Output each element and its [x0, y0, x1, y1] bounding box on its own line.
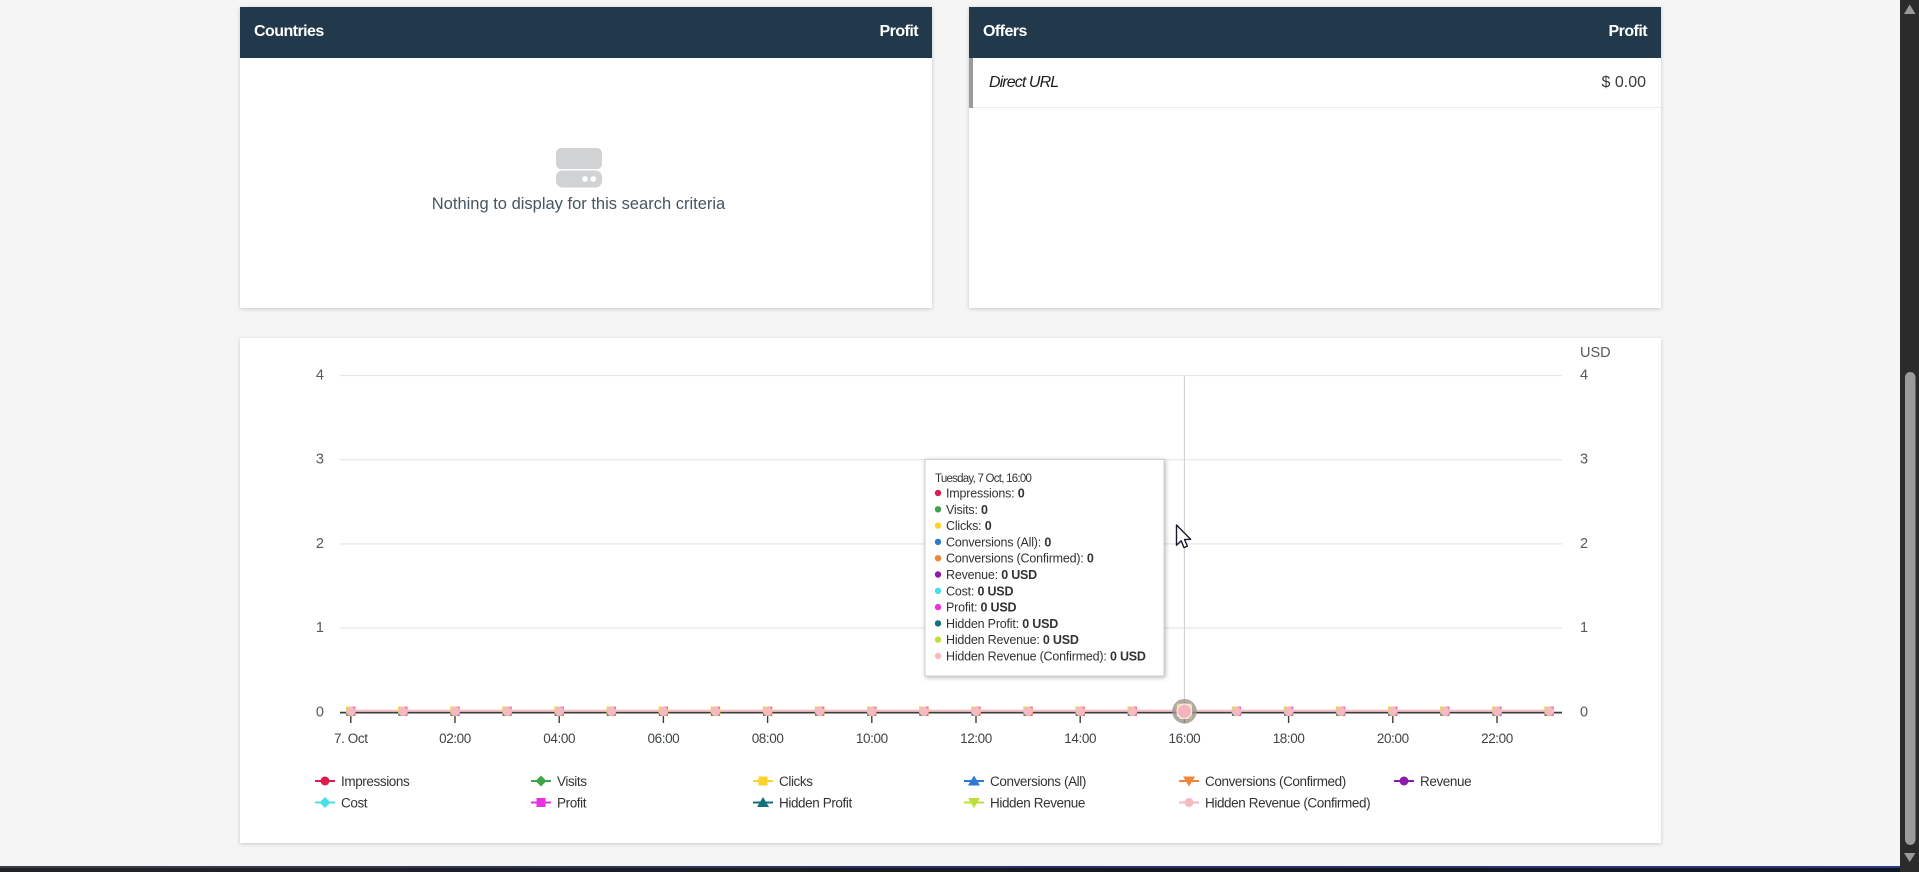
svg-text:Hidden Revenue: Hidden Revenue [990, 796, 1085, 811]
svg-text:Tuesday, 7 Oct, 16:00: Tuesday, 7 Oct, 16:00 [935, 473, 1031, 485]
svg-text:1: 1 [1580, 620, 1588, 636]
svg-text:Revenue: 0 USD: Revenue: 0 USD [946, 568, 1037, 582]
svg-text:02:00: 02:00 [439, 731, 471, 746]
svg-text:22:00: 22:00 [1481, 731, 1513, 746]
svg-text:16:00: 16:00 [1169, 731, 1201, 746]
svg-text:Clicks: Clicks [779, 774, 813, 789]
svg-text:Revenue: Revenue [1420, 774, 1471, 789]
svg-text:Hidden Revenue (Confirmed): Hidden Revenue (Confirmed) [1205, 796, 1370, 811]
svg-text:18:00: 18:00 [1273, 731, 1305, 746]
svg-text:USD: USD [1580, 345, 1611, 361]
svg-text:08:00: 08:00 [752, 731, 784, 746]
svg-text:Clicks: 0: Clicks: 0 [946, 519, 992, 533]
svg-text:0: 0 [316, 704, 324, 720]
svg-text:12:00: 12:00 [960, 731, 992, 746]
svg-text:Cost: Cost [341, 796, 368, 811]
svg-text:Conversions (All): Conversions (All) [990, 774, 1086, 789]
svg-text:Hidden Profit: Hidden Profit [779, 796, 852, 811]
svg-text:Impressions: Impressions [341, 774, 410, 789]
svg-text:06:00: 06:00 [648, 731, 680, 746]
svg-text:Impressions: 0: Impressions: 0 [946, 487, 1025, 501]
svg-text:Hidden Profit: 0 USD: Hidden Profit: 0 USD [946, 617, 1058, 631]
svg-text:Conversions (All): 0: Conversions (All): 0 [946, 535, 1051, 549]
svg-text:Profit: 0 USD: Profit: 0 USD [946, 601, 1017, 615]
svg-text:0: 0 [1580, 704, 1588, 720]
svg-text:7. Oct: 7. Oct [334, 731, 368, 746]
svg-text:10:00: 10:00 [856, 731, 888, 746]
svg-text:20:00: 20:00 [1377, 731, 1409, 746]
svg-text:14:00: 14:00 [1064, 731, 1096, 746]
svg-text:4: 4 [316, 368, 324, 384]
svg-text:Conversions (Confirmed): 0: Conversions (Confirmed): 0 [946, 552, 1094, 566]
svg-text:Visits: Visits [557, 774, 587, 789]
svg-text:3: 3 [1580, 452, 1588, 468]
svg-text:Visits: 0: Visits: 0 [946, 503, 988, 517]
svg-text:1: 1 [316, 620, 324, 636]
svg-text:3: 3 [316, 452, 324, 468]
svg-text:Hidden Revenue (Confirmed): 0: Hidden Revenue (Confirmed): 0 USD [946, 650, 1146, 664]
svg-text:04:00: 04:00 [543, 731, 575, 746]
svg-text:Profit: Profit [557, 796, 587, 811]
svg-text:Hidden Revenue: 0 USD: Hidden Revenue: 0 USD [946, 633, 1079, 647]
svg-text:4: 4 [1580, 368, 1588, 384]
svg-text:Cost: 0 USD: Cost: 0 USD [946, 584, 1013, 598]
svg-text:Conversions (Confirmed): Conversions (Confirmed) [1205, 774, 1346, 789]
svg-text:2: 2 [316, 536, 324, 552]
svg-text:2: 2 [1580, 536, 1588, 552]
